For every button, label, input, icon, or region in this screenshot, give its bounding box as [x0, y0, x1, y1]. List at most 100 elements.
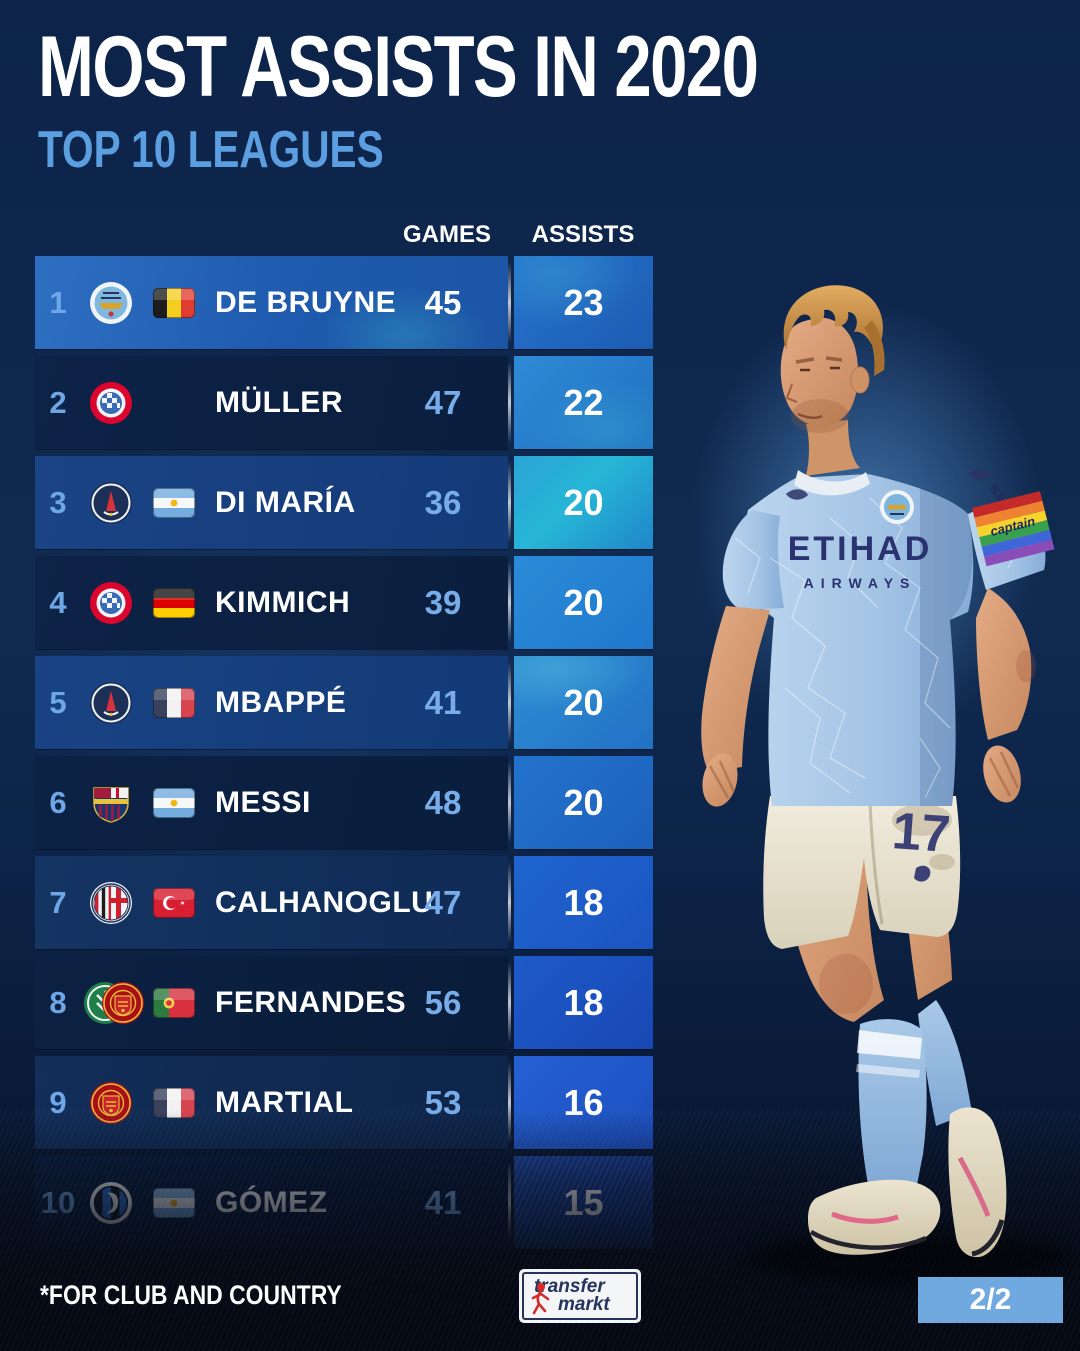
barcelona-badge-icon	[89, 756, 133, 849]
assists-value: 20	[563, 481, 604, 523]
manchester-city-badge-icon	[89, 256, 133, 349]
player-name: CALHANOGLU	[215, 885, 434, 919]
page-indicator: 2/2	[969, 1283, 1012, 1316]
psg-badge-icon	[89, 456, 133, 549]
rank-label: 2	[49, 384, 67, 420]
france-flag-icon	[153, 1056, 195, 1149]
games-value: 56	[424, 983, 462, 1021]
assists-value: 22	[563, 381, 604, 423]
row-main: 2 MÜLLER 47	[35, 356, 508, 449]
shorts-number: 17	[890, 802, 952, 864]
club-badges	[83, 956, 147, 1049]
player-name: DE BRUYNE	[215, 285, 397, 319]
player-right-arm	[976, 588, 1036, 803]
player-name: MARTIAL	[215, 1085, 354, 1119]
row-main: 9 MARTIAL 53	[35, 1056, 508, 1149]
assists-value-cell: 23	[508, 256, 653, 349]
assists-value: 18	[563, 881, 604, 923]
no-flag	[153, 356, 195, 449]
player-head	[780, 285, 885, 496]
captain-armband: captain	[972, 491, 1055, 567]
player-left-arm	[701, 606, 770, 807]
page-subtitle: TOP 10 LEAGUES	[38, 121, 384, 179]
games-value: 47	[424, 383, 462, 421]
row-main: 7 CALHANOGLU 47	[35, 856, 508, 949]
turkey-flag-icon	[153, 856, 195, 949]
belgium-flag-icon	[153, 256, 195, 349]
assists-column-header: ASSISTS	[531, 221, 635, 248]
assists-value-cell: 20	[508, 456, 653, 549]
france-flag-icon	[153, 656, 195, 749]
transfermarkt-player-icon	[531, 1283, 550, 1315]
club-crest-on-shirt	[880, 490, 914, 524]
transfermarkt-logo: transfer markt	[519, 1269, 641, 1323]
argentina-flag-icon	[153, 1156, 195, 1249]
assists-value: 15	[563, 1181, 604, 1223]
row-main: 5 MBAPPÉ 41	[35, 656, 508, 749]
rank-label: 1	[49, 284, 67, 320]
assists-value-cell: 18	[508, 956, 653, 1049]
logo-text-line2: markt	[558, 1294, 610, 1315]
table-row: 9 MARTIAL 53 16	[35, 1056, 653, 1149]
manchester-united-badge-icon	[89, 1056, 133, 1149]
rank-label: 9	[49, 1084, 67, 1120]
row-main: 10 GÓMEZ 41	[35, 1156, 508, 1249]
row-main: 1 DE BRUYNE 45	[35, 256, 508, 349]
games-value: 41	[424, 1183, 462, 1221]
table-row: 5 MBAPPÉ 41 20	[35, 656, 653, 749]
assists-value: 23	[563, 281, 604, 323]
rank-label: 5	[49, 684, 67, 720]
table-row: 2 MÜLLER 47 22	[35, 356, 653, 449]
player-name: GÓMEZ	[215, 1185, 328, 1219]
puma-logo-right-shoulder	[968, 469, 990, 480]
assists-table: 1 DE BRUYNE 45 23 2	[35, 256, 653, 1256]
rank-label: 8	[49, 984, 67, 1020]
page-title: MOST ASSISTS IN 2020	[38, 19, 759, 115]
argentina-flag-icon	[153, 756, 195, 849]
table-row: 3 DI MARÍA 36 20	[35, 456, 653, 549]
puma-logo-left-shoulder	[786, 489, 808, 500]
player-name: FERNANDES	[215, 985, 407, 1019]
shirt-sponsor-line1: ETIHAD	[788, 530, 933, 568]
assists-value: 20	[563, 681, 604, 723]
rank-label: 7	[49, 884, 67, 920]
assists-value-cell: 18	[508, 856, 653, 949]
rank-label: 3	[49, 484, 67, 520]
assists-value: 18	[563, 981, 604, 1023]
puma-logo-shorts	[914, 865, 931, 882]
psg-badge-icon	[89, 656, 133, 749]
shirt-sponsor-line2: AIRWAYS	[804, 575, 917, 591]
manchester-united-badge-icon	[102, 981, 144, 1024]
table-row: 7 CALHANOGLU 47 18	[35, 856, 653, 949]
rank-label: 6	[49, 784, 67, 820]
germany-flag-icon	[153, 556, 195, 649]
row-main: 4 KIMMICH 39	[35, 556, 508, 649]
assists-value-cell: 20	[508, 756, 653, 849]
row-main: 6 MESSI 48	[35, 756, 508, 849]
games-value: 48	[424, 783, 462, 821]
assists-value: 16	[563, 1081, 604, 1123]
row-main: 8 FERNANDES 56	[35, 956, 508, 1049]
footnote: *FOR CLUB AND COUNTRY	[40, 1280, 342, 1310]
games-column-header: GAMES	[402, 221, 491, 248]
table-row: 4 KIMMICH 39 20	[35, 556, 653, 649]
rank-label: 4	[49, 584, 67, 620]
ac-milan-badge-icon	[89, 856, 133, 949]
header: MOST ASSISTS IN 2020 TOP 10 LEAGUES	[38, 24, 960, 176]
assists-value-cell: 20	[508, 656, 653, 749]
games-value: 47	[424, 883, 462, 921]
portugal-flag-icon	[153, 956, 195, 1049]
games-value: 41	[424, 683, 462, 721]
atalanta-badge-icon	[89, 1156, 133, 1249]
player-name: MÜLLER	[215, 385, 343, 419]
table-row: 6 MESSI 48 20	[35, 756, 653, 849]
assists-value-cell: 22	[508, 356, 653, 449]
bayern-munich-badge-icon	[89, 556, 133, 649]
games-value: 39	[424, 583, 462, 621]
games-value: 45	[424, 283, 462, 321]
player-name: MBAPPÉ	[215, 685, 347, 719]
table-row: 1 DE BRUYNE 45 23	[35, 256, 653, 349]
player-photo-de-bruyne: 17	[620, 258, 1080, 1303]
player-name: DI MARÍA	[215, 485, 356, 519]
